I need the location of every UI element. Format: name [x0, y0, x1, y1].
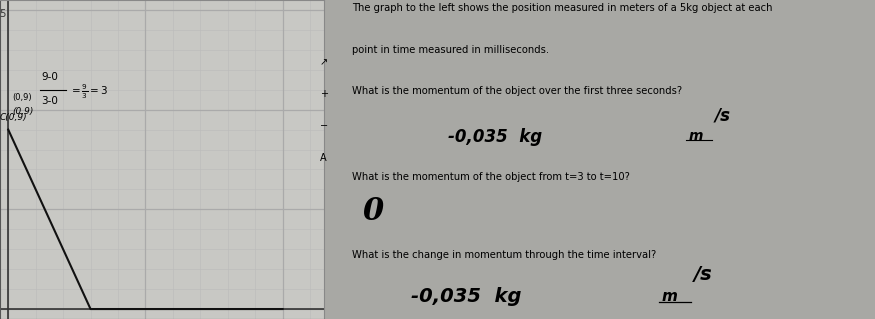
Text: 3-0: 3-0 [41, 96, 58, 106]
Text: point in time measured in milliseconds.: point in time measured in milliseconds. [352, 45, 549, 55]
Text: What is the momentum of the object over the first three seconds?: What is the momentum of the object over … [352, 86, 682, 96]
Text: A: A [320, 153, 326, 163]
Text: 0: 0 [362, 196, 384, 227]
Text: The graph to the left shows the position measured in meters of a 5kg object at e: The graph to the left shows the position… [352, 3, 773, 13]
Text: -0,035  kg: -0,035 kg [448, 128, 542, 145]
Text: /s: /s [715, 107, 731, 124]
Text: 15: 15 [0, 9, 7, 19]
Text: −: − [320, 121, 328, 131]
Text: m: m [689, 129, 703, 143]
Text: /s: /s [694, 265, 712, 284]
Text: 9-0: 9-0 [41, 72, 58, 82]
Text: (0,9): (0,9) [12, 107, 34, 116]
Text: (0,9): (0,9) [12, 93, 32, 102]
Text: What is the change in momentum through the time interval?: What is the change in momentum through t… [352, 250, 656, 260]
Text: What is the momentum of the object from t=3 to t=10?: What is the momentum of the object from … [352, 172, 630, 182]
Text: $= \frac{9}{3} = 3$: $= \frac{9}{3} = 3$ [68, 83, 108, 101]
Text: +: + [320, 89, 328, 99]
Text: m: m [662, 289, 677, 304]
Text: C(0,9): C(0,9) [0, 113, 28, 122]
Text: -0,035  kg: -0,035 kg [410, 287, 522, 306]
Text: ↗: ↗ [320, 57, 328, 67]
